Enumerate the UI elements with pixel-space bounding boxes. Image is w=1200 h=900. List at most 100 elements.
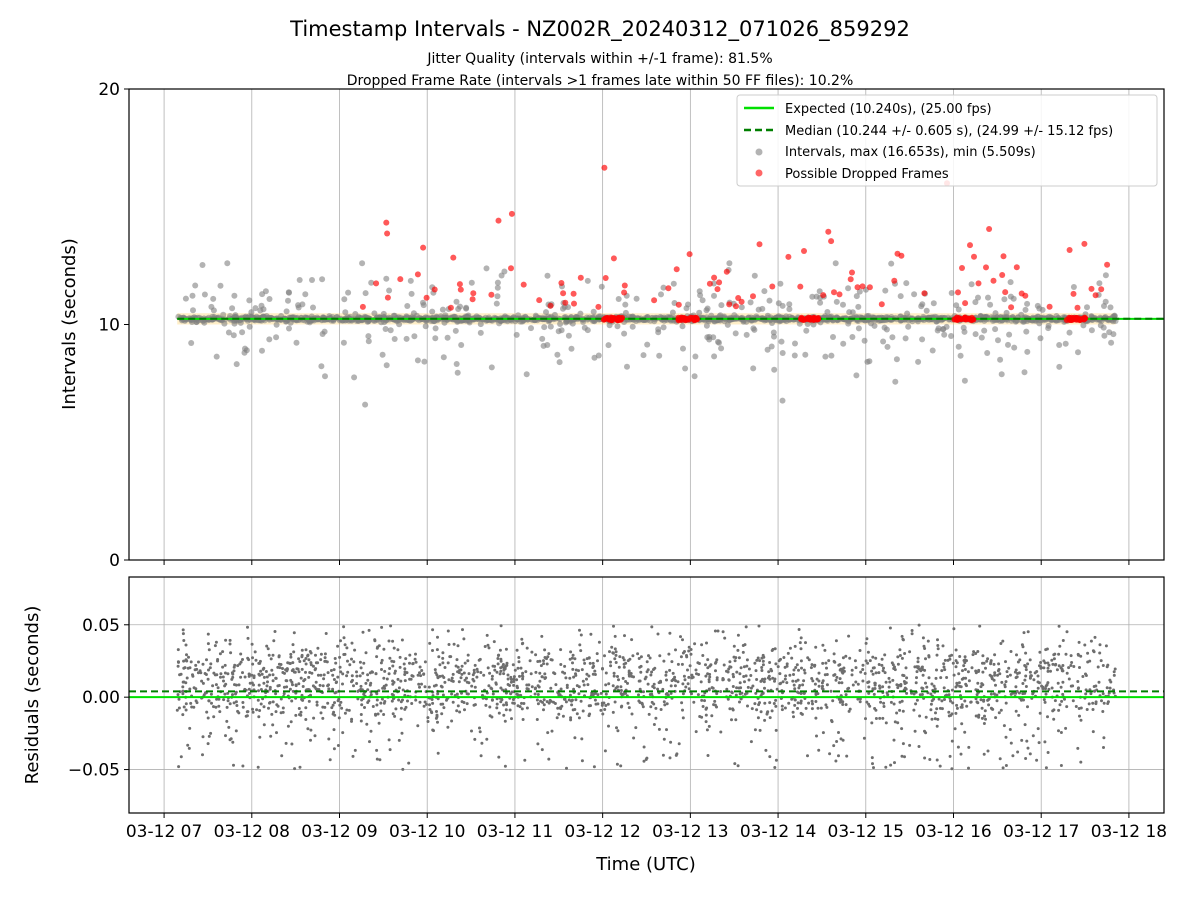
residual-point <box>408 653 412 657</box>
dropped-frame-point <box>921 290 928 297</box>
residual-point <box>697 662 701 665</box>
interval-point <box>903 280 910 287</box>
residual-point <box>898 654 902 657</box>
residual-point <box>399 717 403 721</box>
residual-point <box>1008 673 1012 677</box>
dropped-frame-point <box>1092 292 1099 299</box>
interval-point <box>1107 304 1114 311</box>
residual-point <box>1023 664 1027 667</box>
residual-point <box>219 672 223 676</box>
residual-point <box>569 650 573 654</box>
interval-point <box>351 374 358 381</box>
residual-point <box>698 715 702 718</box>
dropped-frame-point <box>756 241 763 248</box>
residual-point <box>286 661 290 665</box>
residual-point <box>580 759 584 763</box>
interval-point <box>816 288 823 295</box>
residual-point <box>534 653 538 657</box>
residual-point <box>963 658 967 662</box>
residual-point <box>841 656 845 660</box>
residual-point <box>533 687 537 691</box>
residual-point <box>662 737 666 741</box>
residual-point <box>807 701 811 705</box>
residual-point <box>704 663 707 667</box>
residual-point <box>512 677 516 681</box>
residual-point <box>338 703 342 707</box>
residual-points <box>175 623 1117 771</box>
residual-point <box>298 765 302 769</box>
residual-point <box>622 665 626 669</box>
residual-point <box>665 692 669 695</box>
residual-point <box>403 667 407 671</box>
residual-point <box>1002 724 1006 728</box>
residual-point <box>589 632 593 636</box>
residual-point <box>814 645 818 649</box>
residual-point <box>567 698 571 702</box>
residual-point <box>436 675 440 679</box>
residual-point <box>506 677 510 681</box>
dropped-frame-point <box>967 242 973 249</box>
residual-point <box>612 624 615 628</box>
interval-point <box>955 306 962 313</box>
residual-point <box>285 685 289 689</box>
residual-point <box>351 754 355 758</box>
residual-point <box>257 715 261 719</box>
residual-point <box>723 636 727 640</box>
interval-point <box>972 331 979 338</box>
residual-point <box>1098 643 1102 647</box>
residual-point <box>927 676 931 680</box>
residual-point <box>314 653 317 657</box>
residual-point <box>933 687 937 691</box>
residual-point <box>268 685 272 689</box>
residual-point <box>345 708 349 712</box>
residual-point <box>651 685 655 688</box>
residual-point <box>631 654 635 658</box>
residual-point <box>999 642 1003 645</box>
residual-point <box>485 737 489 741</box>
residual-point <box>465 692 469 696</box>
residual-point <box>223 692 227 696</box>
residual-point <box>903 755 906 759</box>
residual-point <box>547 652 551 656</box>
residual-point <box>593 669 597 673</box>
residual-point <box>893 665 896 669</box>
x-tick-label: 03-12 12 <box>564 822 640 842</box>
residual-point <box>948 754 952 758</box>
residual-point <box>243 675 247 679</box>
residual-point <box>682 674 686 678</box>
dropped-frame-point <box>1000 253 1007 260</box>
residual-point <box>342 653 346 656</box>
interval-point <box>362 401 369 408</box>
residual-point <box>737 686 741 690</box>
residual-point <box>555 716 559 720</box>
interval-point <box>1070 284 1077 290</box>
residual-point <box>841 703 845 706</box>
interval-point <box>1106 329 1113 336</box>
residual-point <box>683 678 687 682</box>
residual-point <box>715 678 719 682</box>
residual-point <box>802 691 806 695</box>
residual-point <box>486 643 490 647</box>
dropped-frame-point <box>750 293 756 300</box>
residual-point <box>465 676 468 680</box>
residual-point <box>225 719 229 723</box>
residual-point <box>997 668 1001 671</box>
dropped-frame-point <box>601 316 608 322</box>
residual-point <box>431 701 435 705</box>
residual-point <box>797 691 801 695</box>
residual-point <box>254 658 258 662</box>
residual-point <box>821 661 825 665</box>
residual-point <box>1083 643 1087 647</box>
residual-point <box>841 671 845 675</box>
interval-point <box>1011 344 1018 351</box>
residual-point <box>1078 666 1081 669</box>
residual-point <box>1076 680 1080 683</box>
interval-point <box>771 366 778 373</box>
residual-point <box>677 742 681 746</box>
residual-point <box>879 700 883 704</box>
residual-point <box>223 663 227 667</box>
residual-point <box>649 705 653 709</box>
residual-point <box>1017 713 1021 717</box>
residual-point <box>967 766 970 770</box>
residual-point <box>435 710 438 713</box>
